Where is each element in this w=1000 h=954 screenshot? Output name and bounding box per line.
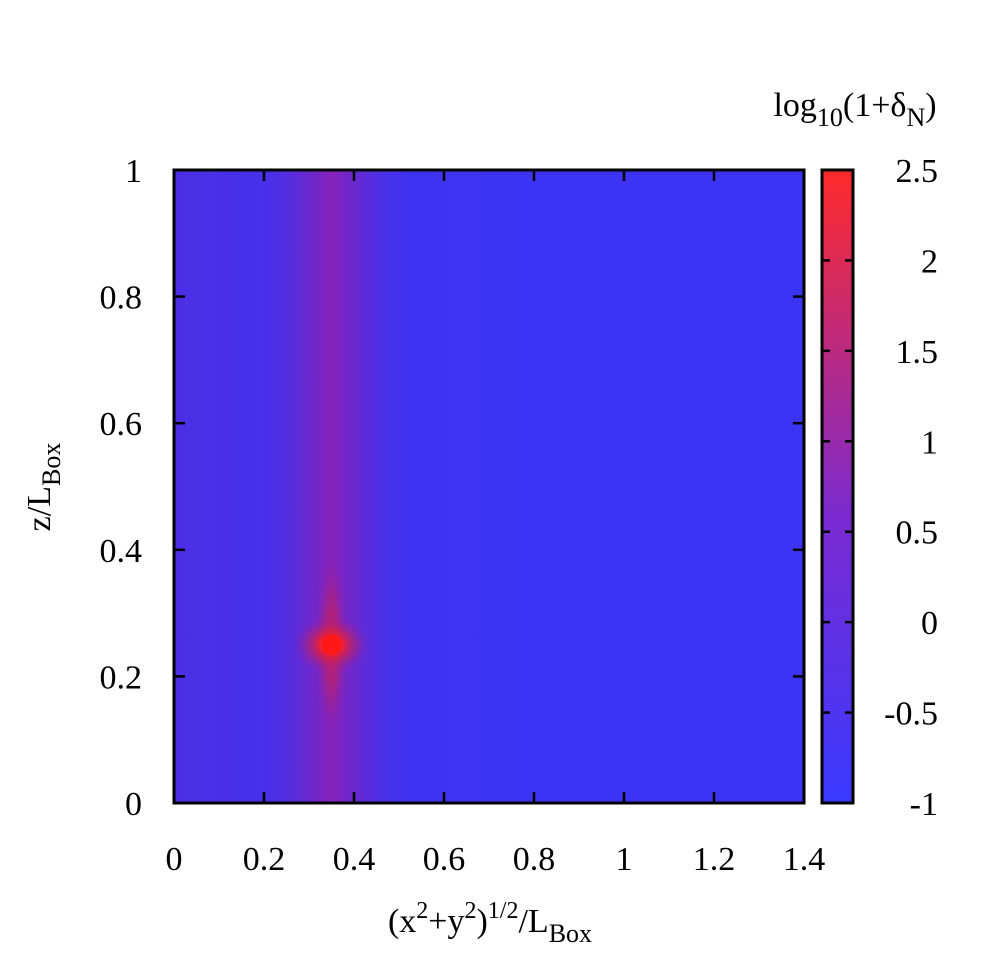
colorbar-tick-labels: -1 -0.5 0 0.5 1 1.5 2 2.5 (884, 153, 938, 823)
colorbar-tick-label: 1 (921, 424, 938, 461)
x-tick-label: 1.2 (693, 841, 736, 878)
colorbar-tick-label: 2 (921, 243, 938, 280)
colorbar-tick-label: 0 (921, 605, 938, 642)
x-tick-label: 1 (616, 841, 633, 878)
x-tick-label: 1.4 (783, 841, 826, 878)
colorbar-tick-label: 2.5 (896, 153, 939, 190)
y-tick-label: 0.6 (100, 406, 143, 443)
colorbar-tick-label: 0.5 (896, 515, 939, 552)
colorbar-gradient (820, 168, 855, 805)
colorbar-tick-label: -1 (910, 786, 938, 823)
y-tick-label: 0.8 (100, 280, 143, 317)
y-axis-label: z/LBox (21, 443, 66, 532)
y-tick-label: 0 (125, 786, 142, 823)
x-axis-label: (x2+y2)1/2/LBox (388, 898, 592, 948)
colorbar-tick-label: -0.5 (884, 696, 938, 733)
colorbar-label: log10(1+δN) (773, 87, 936, 132)
colorbar-ticks (822, 168, 853, 805)
plot-ticks (172, 168, 806, 805)
x-tick-label: 0.2 (243, 841, 286, 878)
y-tick-label: 0.4 (100, 533, 143, 570)
y-tick-label: 1 (125, 153, 142, 190)
y-tick-labels: 0 0.2 0.4 0.6 0.8 1 (100, 153, 143, 823)
colorbar-tick-label: 1.5 (896, 334, 939, 371)
x-tick-labels: 0 0.2 0.4 0.6 0.8 1 1.2 1.4 (166, 841, 826, 878)
x-tick-label: 0.8 (513, 841, 556, 878)
y-tick-label: 0.2 (100, 659, 143, 696)
plot-frame (172, 168, 806, 805)
heatmap-peak-core (321, 634, 342, 655)
x-tick-label: 0.4 (333, 841, 376, 878)
heatmap-area (174, 170, 804, 803)
x-tick-label: 0.6 (423, 841, 466, 878)
colorbar (820, 168, 855, 805)
x-tick-label: 0 (166, 841, 183, 878)
